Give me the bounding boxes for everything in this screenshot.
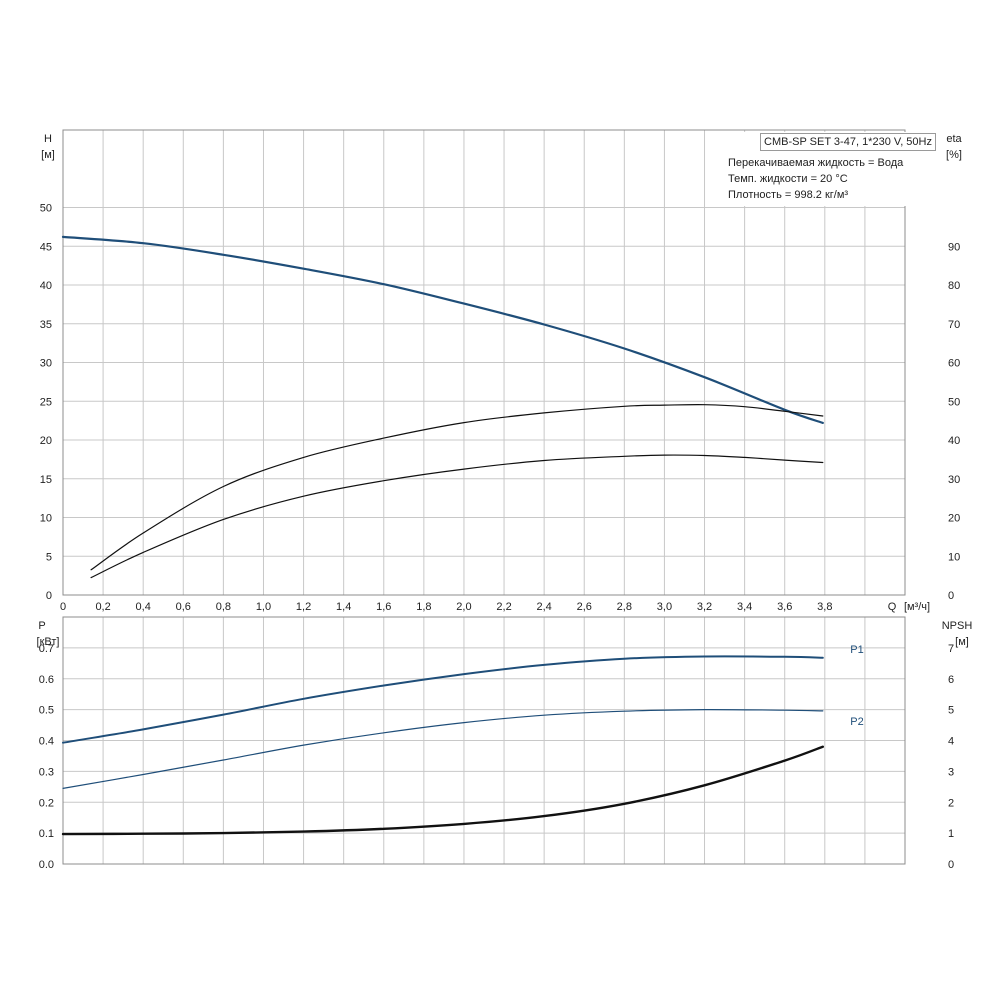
x-tick-label: 3,0 bbox=[657, 601, 672, 613]
y-right-tick-label: 50 bbox=[948, 396, 960, 408]
series-p1-line bbox=[62, 655, 824, 744]
y-left-tick-label: 35 bbox=[40, 319, 52, 331]
y-left-tick-label: 0.3 bbox=[39, 766, 54, 778]
series-p2-line bbox=[62, 708, 824, 789]
series-h-line bbox=[61, 235, 824, 424]
y-right-tick-label: 90 bbox=[948, 241, 960, 253]
y-right-tick-label: 3 bbox=[948, 766, 954, 778]
y-left-tick-label: 0.4 bbox=[39, 736, 54, 748]
y-left-tick-label: 50 bbox=[40, 203, 52, 215]
y-left-axis-label: H bbox=[44, 133, 52, 145]
x-tick-label: 0,4 bbox=[136, 601, 151, 613]
y-right-tick-label: 2 bbox=[948, 797, 954, 809]
y-left-tick-label: 40 bbox=[40, 280, 52, 292]
y-left-axis-unit: [кВт] bbox=[37, 636, 60, 648]
y-right-axis-unit: [%] bbox=[946, 149, 962, 161]
grid-layer bbox=[62, 129, 906, 865]
x-tick-label: 2,0 bbox=[456, 601, 471, 613]
y-right-tick-label: 20 bbox=[948, 513, 960, 525]
y-left-tick-label: 0.6 bbox=[39, 674, 54, 686]
y-right-tick-label: 0 bbox=[948, 859, 954, 871]
x-tick-label: 0,6 bbox=[176, 601, 191, 613]
y-left-axis-label: P bbox=[38, 620, 45, 632]
x-tick-label: 2,6 bbox=[577, 601, 592, 613]
x-tick-label: 3,6 bbox=[777, 601, 792, 613]
liquid-label: Перекачиваемая жидкость = Вода bbox=[728, 157, 904, 169]
temperature-label: Темп. жидкости = 20 °C bbox=[728, 173, 848, 185]
y-left-tick-label: 0.5 bbox=[39, 705, 54, 717]
x-tick-label: 1,0 bbox=[256, 601, 271, 613]
x-tick-label: 2,4 bbox=[536, 601, 551, 613]
x-tick-label: 1,4 bbox=[336, 601, 351, 613]
label-layer: 0510152025303540455001020304050607080900… bbox=[37, 133, 973, 871]
y-right-axis-unit: [м] bbox=[955, 636, 969, 648]
series-curve-2-line bbox=[90, 404, 824, 571]
x-tick-label: 3,2 bbox=[697, 601, 712, 613]
y-right-tick-label: 10 bbox=[948, 551, 960, 563]
series-layer bbox=[61, 235, 824, 836]
y-left-tick-label: 25 bbox=[40, 396, 52, 408]
y-right-tick-label: 5 bbox=[948, 705, 954, 717]
y-right-tick-label: 80 bbox=[948, 280, 960, 292]
y-right-tick-label: 60 bbox=[948, 358, 960, 370]
top-plot-frame bbox=[62, 129, 906, 596]
x-tick-label: 1,2 bbox=[296, 601, 311, 613]
x-tick-label: 0,8 bbox=[216, 601, 231, 613]
x-tick-label: 1,8 bbox=[416, 601, 431, 613]
bottom-plot-frame bbox=[62, 616, 906, 865]
x-tick-label: 0 bbox=[60, 601, 66, 613]
y-right-tick-label: 7 bbox=[948, 643, 954, 655]
y-left-tick-label: 10 bbox=[40, 513, 52, 525]
y-left-tick-label: 20 bbox=[40, 435, 52, 447]
y-left-tick-label: 45 bbox=[40, 241, 52, 253]
series-p1-label: P1 bbox=[850, 644, 863, 656]
y-right-tick-label: 1 bbox=[948, 828, 954, 840]
x-tick-label: 3,4 bbox=[737, 601, 752, 613]
y-left-tick-label: 15 bbox=[40, 474, 52, 486]
y-left-tick-label: 0.2 bbox=[39, 797, 54, 809]
y-right-tick-label: 4 bbox=[948, 736, 954, 748]
x-tick-label: 2,8 bbox=[617, 601, 632, 613]
series-npsh-line bbox=[61, 745, 824, 836]
y-left-tick-label: 0.0 bbox=[39, 859, 54, 871]
y-right-tick-label: 40 bbox=[948, 435, 960, 447]
x-tick-label: 3,8 bbox=[817, 601, 832, 613]
y-left-axis-unit: [м] bbox=[41, 149, 55, 161]
y-left-tick-label: 0.1 bbox=[39, 828, 54, 840]
y-right-tick-label: 70 bbox=[948, 319, 960, 331]
x-axis-label: Q bbox=[888, 601, 897, 613]
y-left-tick-label: 0.7 bbox=[39, 643, 54, 655]
x-axis-unit: [м³/ч] bbox=[904, 601, 930, 613]
y-right-axis-label: eta bbox=[946, 133, 962, 145]
series-p2-label: P2 bbox=[850, 716, 863, 728]
y-left-tick-label: 0 bbox=[46, 590, 52, 602]
x-tick-label: 0,2 bbox=[95, 601, 110, 613]
pump-info-box: CMB-SP SET 3-47, 1*230 V, 50Hz Перекачив… bbox=[726, 132, 938, 206]
y-right-tick-label: 30 bbox=[948, 474, 960, 486]
pump-model-label: CMB-SP SET 3-47, 1*230 V, 50Hz bbox=[760, 133, 936, 151]
y-right-axis-label: NPSH bbox=[942, 620, 973, 632]
y-right-tick-label: 6 bbox=[948, 674, 954, 686]
x-tick-label: 1,6 bbox=[376, 601, 391, 613]
y-right-tick-label: 0 bbox=[948, 590, 954, 602]
y-left-tick-label: 5 bbox=[46, 551, 52, 563]
density-label: Плотность = 998.2 кг/м³ bbox=[728, 189, 849, 201]
series-eta-line bbox=[90, 454, 824, 579]
y-left-tick-label: 30 bbox=[40, 358, 52, 370]
x-tick-label: 2,2 bbox=[496, 601, 511, 613]
